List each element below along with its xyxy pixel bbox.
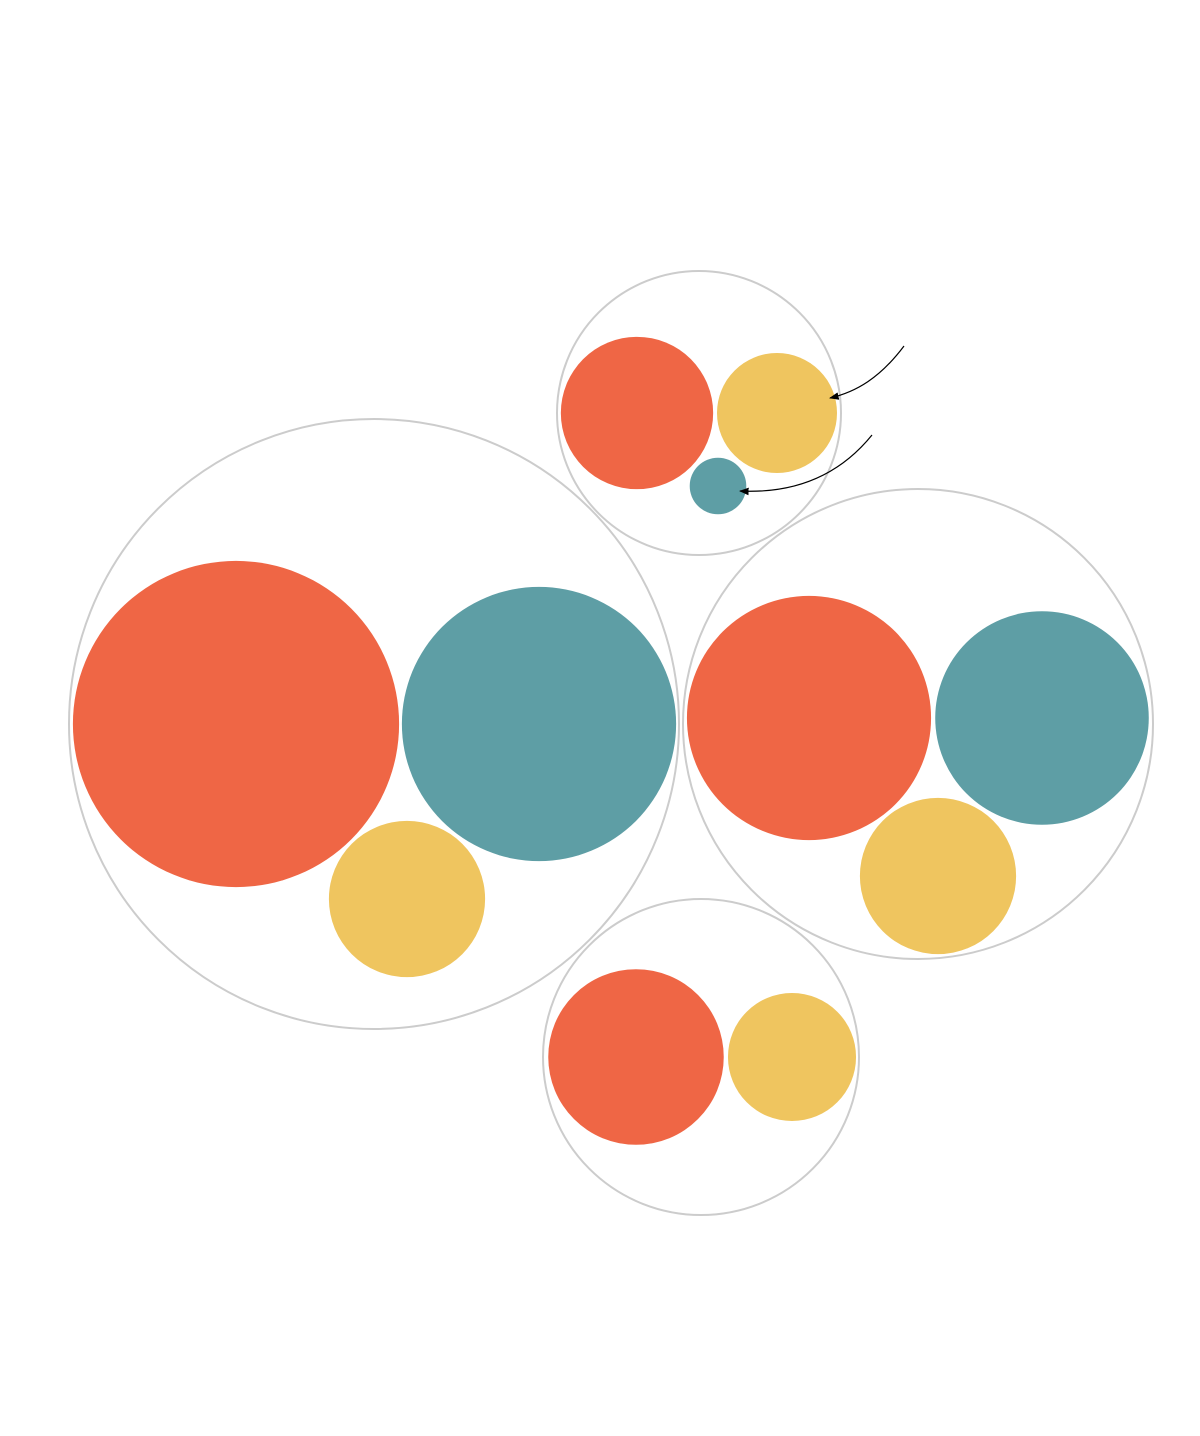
bubble xyxy=(717,353,837,473)
bubbles xyxy=(72,336,1149,1145)
bubble xyxy=(401,586,677,862)
bubble xyxy=(689,457,747,515)
group-outline xyxy=(68,418,680,1030)
bubble xyxy=(935,611,1149,825)
group-outline xyxy=(682,488,1154,960)
bubble xyxy=(686,595,932,841)
bubble xyxy=(560,336,714,490)
bubble xyxy=(328,820,486,978)
bubble xyxy=(727,992,857,1122)
bubble xyxy=(548,969,724,1145)
bubble xyxy=(859,797,1017,955)
group-outline xyxy=(542,898,860,1216)
bubble xyxy=(72,560,400,888)
group-outline xyxy=(556,270,842,556)
annotation-arrow xyxy=(739,434,873,496)
group-outlines xyxy=(68,270,1154,1216)
annotation-arrow xyxy=(829,345,905,400)
